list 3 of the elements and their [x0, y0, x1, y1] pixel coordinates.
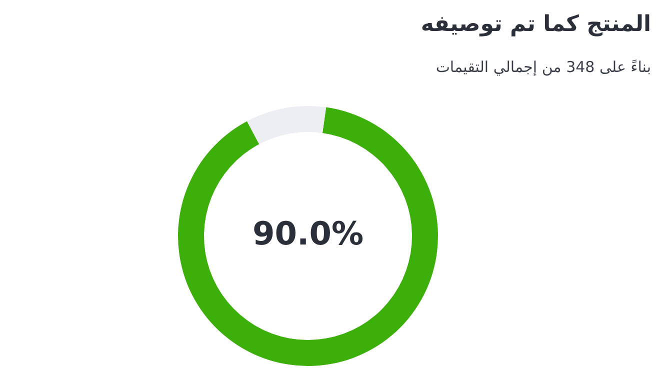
text: بناءً على 348 من إجمالي التقيمات	[436, 58, 651, 76]
text: المنتج كما تم توصيفه	[420, 12, 651, 37]
data-label: 90.0%	[252, 214, 364, 252]
